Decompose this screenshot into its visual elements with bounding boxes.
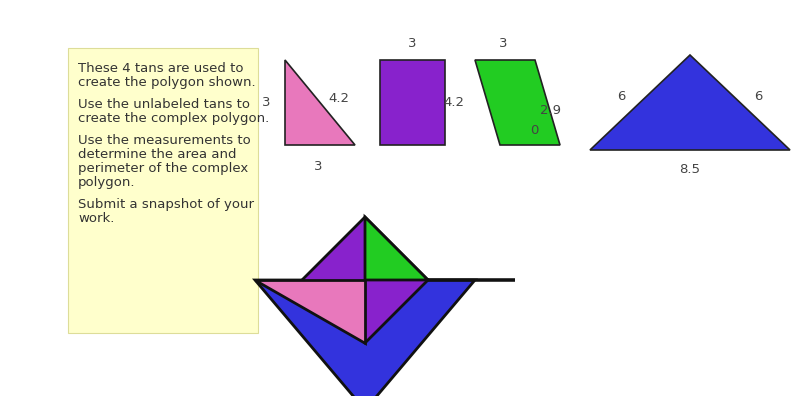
- FancyBboxPatch shape: [68, 48, 258, 333]
- Text: perimeter of the complex: perimeter of the complex: [78, 162, 248, 175]
- Polygon shape: [590, 55, 790, 150]
- Polygon shape: [380, 60, 445, 145]
- Polygon shape: [365, 217, 515, 280]
- Text: create the complex polygon.: create the complex polygon.: [78, 112, 270, 125]
- Polygon shape: [285, 60, 355, 145]
- Text: 2.9: 2.9: [540, 103, 561, 116]
- Text: 4.2: 4.2: [443, 97, 464, 110]
- Text: 4.2: 4.2: [328, 91, 349, 105]
- Polygon shape: [302, 217, 428, 343]
- Text: These 4 tans are used to: These 4 tans are used to: [78, 62, 243, 75]
- Polygon shape: [255, 280, 365, 343]
- Text: determine the area and: determine the area and: [78, 148, 237, 161]
- Polygon shape: [475, 60, 560, 145]
- Text: create the polygon shown.: create the polygon shown.: [78, 76, 256, 89]
- Text: 3: 3: [314, 160, 322, 173]
- Text: 8.5: 8.5: [679, 163, 701, 176]
- Text: Use the measurements to: Use the measurements to: [78, 134, 250, 147]
- Text: 6: 6: [618, 89, 626, 103]
- Text: polygon.: polygon.: [78, 176, 135, 189]
- Text: 3: 3: [498, 37, 507, 50]
- Text: 0: 0: [530, 124, 538, 137]
- Text: 3: 3: [408, 37, 416, 50]
- Text: 6: 6: [754, 89, 762, 103]
- Text: work.: work.: [78, 212, 114, 225]
- Text: Use the unlabeled tans to: Use the unlabeled tans to: [78, 98, 250, 111]
- Text: Submit a snapshot of your: Submit a snapshot of your: [78, 198, 254, 211]
- Text: 3: 3: [262, 97, 270, 110]
- Polygon shape: [255, 280, 475, 396]
